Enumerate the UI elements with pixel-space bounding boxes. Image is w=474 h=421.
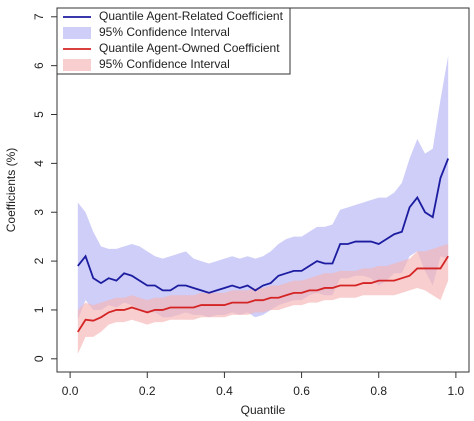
y-tick-label: 5 — [32, 111, 46, 118]
y-tick-label: 4 — [32, 160, 46, 167]
legend-box — [56, 7, 291, 75]
x-tick-label: 0.4 — [216, 384, 233, 398]
x-axis-label: Quantile — [241, 403, 286, 417]
y-tick-label: 2 — [32, 257, 46, 264]
series-line — [77, 158, 450, 294]
confidence-band — [77, 55, 449, 320]
confidence-band — [77, 243, 449, 354]
x-tick-label: 0.0 — [62, 384, 79, 398]
y-tick-label: 6 — [32, 62, 46, 69]
legend-label: 95% Confidence Interval — [99, 25, 230, 39]
legend-swatch — [63, 59, 91, 71]
y-axis-label: Coefficients (%) — [4, 148, 18, 232]
y-tick-label: 7 — [32, 13, 46, 20]
x-tick-label: 0.6 — [293, 384, 310, 398]
legend-label: 95% Confidence Interval — [99, 57, 230, 71]
x-tick-label: 0.2 — [139, 384, 156, 398]
x-tick-label: 0.8 — [370, 384, 387, 398]
y-tick-label: 1 — [32, 306, 46, 313]
legend-swatch — [63, 27, 91, 39]
y-tick-label: 3 — [32, 209, 46, 216]
y-tick-label: 0 — [32, 355, 46, 362]
series-line — [77, 255, 449, 333]
legend-label: Quantile Agent-Owned Coefficient — [99, 41, 280, 55]
legend-label: Quantile Agent-Related Coefficient — [99, 9, 284, 23]
x-tick-label: 1.0 — [448, 384, 465, 398]
